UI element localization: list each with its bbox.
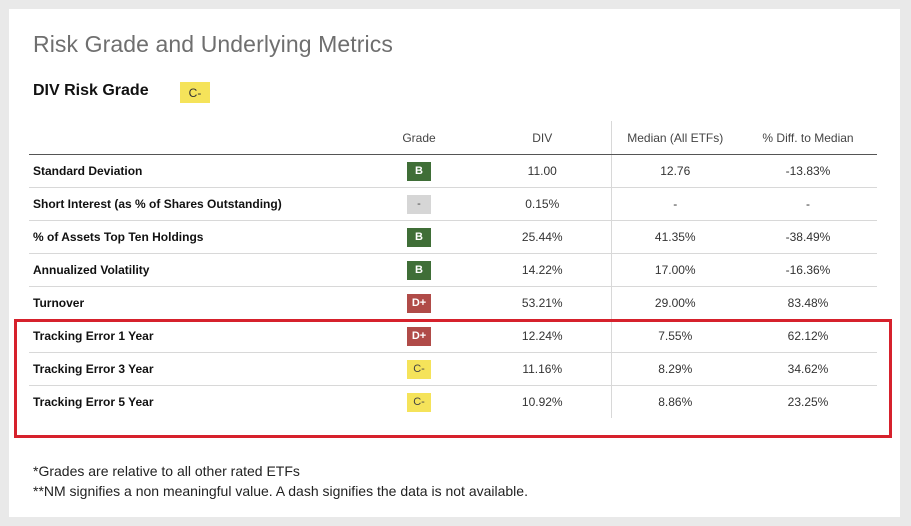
div-value-cell: 11.00 (474, 154, 612, 188)
div-value-cell: 53.21% (474, 286, 612, 320)
footnote-nm: **NM signifies a non meaningful value. A… (33, 483, 528, 499)
table-row: Standard Deviation B 11.00 12.76 -13.83% (29, 154, 877, 188)
grade-badge: B (407, 260, 431, 280)
risk-grade-badge: C- (180, 82, 210, 103)
metric-cell: % of Assets Top Ten Holdings (29, 220, 364, 254)
grade-badge: B (407, 227, 431, 247)
grade-cell: C- (364, 352, 474, 386)
median-value-cell: 29.00% (611, 286, 739, 320)
table-header-row: Grade DIV Median (All ETFs) % Diff. to M… (29, 121, 877, 155)
metric-cell: Tracking Error 1 Year (29, 319, 364, 353)
diff-value-cell: -16.36% (739, 253, 877, 287)
table-row: Tracking Error 3 Year C- 11.16% 8.29% 34.62% (29, 352, 877, 386)
median-value-cell: 7.55% (611, 319, 739, 353)
median-value-cell: 8.86% (658, 395, 693, 409)
footnotes: *Grades are relative to all other rated … (33, 461, 528, 501)
risk-grade-label: DIV Risk Grade (33, 82, 149, 99)
diff-value-cell: - (739, 187, 877, 221)
grade-badge: - (407, 194, 431, 214)
table-row: Tracking Error 1 Year D+ 12.24% 7.55% 62.12% (29, 319, 877, 353)
table-row: Short Interest (as % of Shares Outstandi… (29, 187, 877, 221)
grade-cell: - (364, 187, 474, 221)
grade-cell: B (364, 154, 474, 188)
metric-cell: Short Interest (as % of Shares Outstandi… (29, 187, 364, 221)
grade-badge: C- (407, 359, 431, 379)
column-header-grade: Grade (364, 121, 474, 155)
grade-badge: D+ (407, 326, 431, 346)
column-header-metric (29, 121, 364, 155)
metric-cell: Tracking Error 3 Year (29, 352, 364, 386)
column-header-diff: % Diff. to Median (739, 121, 877, 155)
div-value-cell: 25.44% (474, 220, 612, 254)
median-value-cell: 41.35% (611, 220, 739, 254)
metric-cell: Tracking Error 5 Year (33, 395, 154, 409)
metrics-table: Grade DIV Median (All ETFs) % Diff. to M… (29, 121, 877, 418)
risk-grade-card: Risk Grade and Underlying Metrics DIV Ri… (9, 9, 900, 517)
grade-cell: B (364, 220, 474, 254)
grade-badge: C- (407, 392, 431, 412)
div-value-cell: 11.16% (474, 352, 612, 386)
grade-cell: B (364, 253, 474, 287)
section-title: Risk Grade and Underlying Metrics (33, 31, 393, 57)
diff-value-cell: 23.25% (787, 395, 829, 409)
median-value-cell: 17.00% (611, 253, 739, 287)
median-value-cell: - (611, 187, 739, 221)
column-header-median: Median (All ETFs) (611, 121, 739, 155)
diff-value-cell: 62.12% (739, 319, 877, 353)
div-value-cell: 10.92% (474, 385, 612, 418)
div-value-cell: 14.22% (474, 253, 612, 287)
table-row: Turnover D+ 53.21% 29.00% 83.48% (29, 286, 877, 320)
footnote-grades: *Grades are relative to all other rated … (33, 463, 300, 479)
diff-value-cell: -38.49% (739, 220, 877, 254)
grade-badge: B (407, 161, 431, 181)
div-value-cell: 12.24% (474, 319, 612, 353)
div-value-cell: 0.15% (474, 187, 612, 221)
diff-value-cell: 83.48% (739, 286, 877, 320)
column-header-div: DIV (474, 121, 612, 155)
table-row: Annualized Volatility B 14.22% 17.00% -16.36… (29, 253, 877, 287)
median-value-cell: 12.76 (611, 154, 739, 188)
grade-badge: D+ (407, 293, 431, 313)
metric-cell: Standard Deviation (29, 154, 364, 188)
table-row: Tracking Error 5 Year C- 10.92% 8.86% 23.25% (29, 385, 877, 419)
diff-value-cell: 34.62% (739, 352, 877, 386)
table-row: % of Assets Top Ten Holdings B 25.44% 41.35… (29, 220, 877, 254)
metric-cell: Annualized Volatility (29, 253, 364, 287)
metric-cell: Turnover (29, 286, 364, 320)
grade-cell: C- (364, 386, 474, 419)
grade-cell: D+ (364, 319, 474, 353)
diff-value-cell: -13.83% (739, 154, 877, 188)
median-value-cell: 8.29% (611, 352, 739, 386)
grade-cell: D+ (364, 286, 474, 320)
